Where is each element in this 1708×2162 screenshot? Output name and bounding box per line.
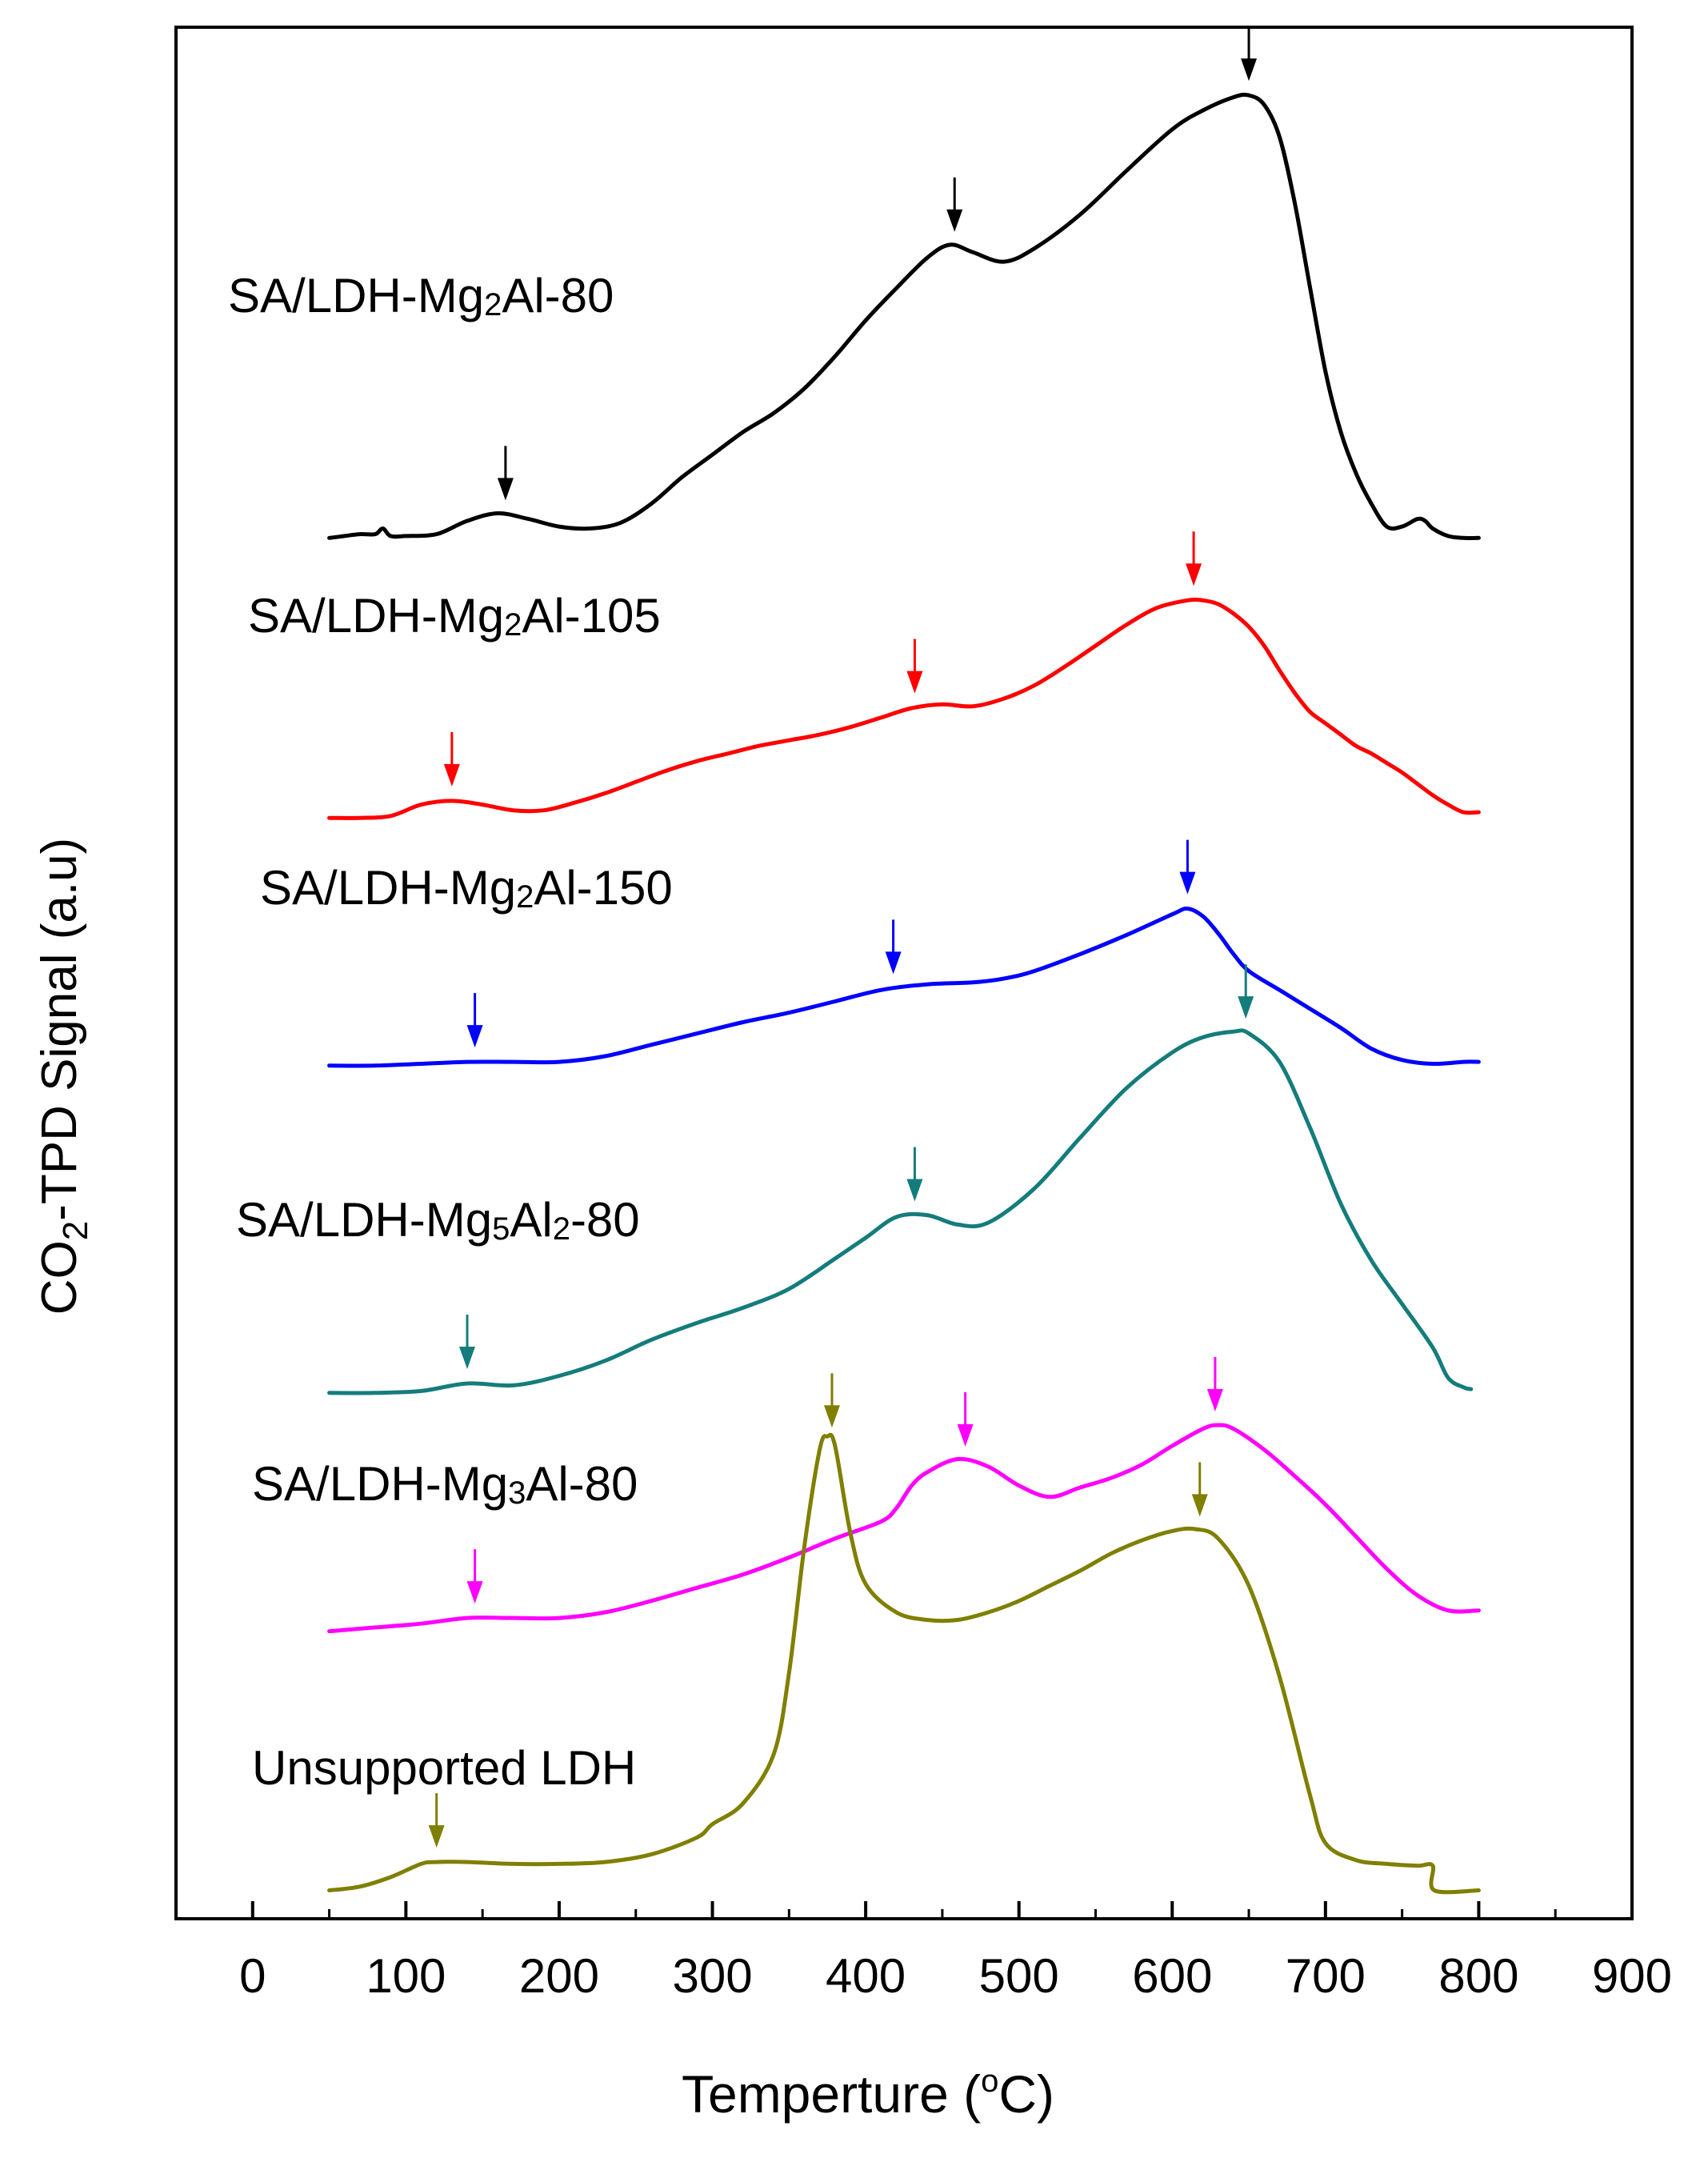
series-lines (327, 92, 1481, 1895)
x-axis-tick-labels: 0 100 200 300 400 500 600 700 800 900 (239, 1949, 1672, 2003)
series-line-1 (327, 597, 1481, 820)
x-tick-label-800: 800 (1438, 1949, 1518, 2003)
x-tick-label-700: 700 (1286, 1949, 1366, 2003)
series-label-5: Unsupported LDH (252, 1741, 636, 1795)
series-line-3 (327, 1028, 1474, 1395)
x-tick-label-500: 500 (979, 1949, 1059, 2003)
co2-subscript: 2 (56, 1221, 95, 1240)
peak-arrow-head-1-0 (443, 763, 460, 787)
x-tick-label-400: 400 (826, 1949, 906, 2003)
series-line-2 (327, 907, 1481, 1068)
peak-arrow-head-3-0 (459, 1346, 475, 1369)
series-label-2: SA/LDH-Mg2Al-150 (260, 861, 673, 915)
x-tick-label-100: 100 (366, 1949, 446, 2003)
x-tick-label-0: 0 (239, 1949, 266, 2003)
peak-arrow-head-4-0 (466, 1581, 483, 1604)
peak-arrow-head-0-1 (946, 209, 963, 232)
peak-arrow-head-2-1 (885, 951, 902, 975)
peak-arrow-head-5-0 (428, 1825, 445, 1848)
x-axis-title: Temperture (oC) (682, 2064, 1054, 2124)
series-line-0 (327, 92, 1481, 540)
x-tick-label-600: 600 (1132, 1949, 1212, 2003)
peak-arrow-head-4-2 (1206, 1388, 1223, 1411)
peak-arrow-head-2-2 (1179, 871, 1196, 895)
peak-arrow-head-1-2 (1186, 563, 1202, 587)
peak-arrow-head-4-1 (957, 1423, 974, 1447)
x-tick-label-900: 900 (1592, 1949, 1672, 2003)
peak-arrow-head-5-2 (1191, 1494, 1208, 1517)
series-line-5 (327, 1432, 1481, 1895)
plot-frame (174, 26, 1634, 1920)
series-labels: SA/LDH-Mg2Al-80 SA/LDH-Mg2Al-105 SA/LDH-Mg… (228, 269, 673, 1795)
x-tick-label-200: 200 (519, 1949, 599, 2003)
y-axis-title: CO2-TPD Signal (a.u) (32, 838, 95, 1315)
series-label-4: SA/LDH-Mg3Al-80 (252, 1457, 638, 1511)
series-label-1: SA/LDH-Mg2Al-105 (248, 589, 661, 643)
series-label-3: SA/LDH-Mg5Al2-80 (236, 1193, 640, 1247)
degree-superscript: o (981, 2064, 998, 2099)
peak-arrow-head-1-1 (906, 671, 923, 694)
peak-arrows (428, 26, 1258, 1848)
peak-arrow-head-5-1 (823, 1405, 840, 1428)
series-line-4 (327, 1423, 1481, 1634)
peak-arrow-head-0-2 (1241, 58, 1258, 82)
peak-arrow-head-3-2 (1238, 996, 1254, 1019)
series-label-0: SA/LDH-Mg2Al-80 (228, 269, 614, 322)
x-axis-ticks (174, 1901, 1634, 1919)
peak-arrow-head-0-0 (497, 478, 514, 501)
peak-arrow-head-2-0 (466, 1025, 483, 1048)
peak-arrow-head-3-1 (906, 1179, 923, 1202)
x-tick-label-300: 300 (672, 1949, 752, 2003)
